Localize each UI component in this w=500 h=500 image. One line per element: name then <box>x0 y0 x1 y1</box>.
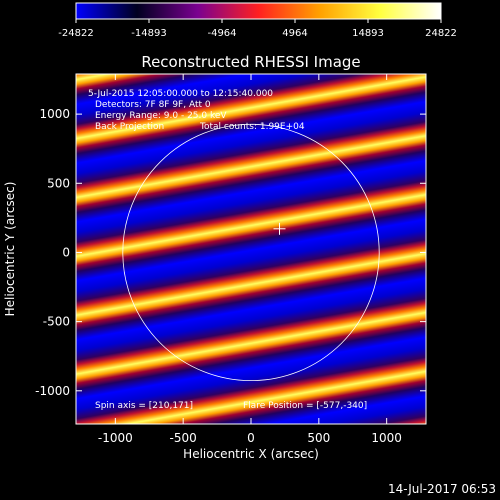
y-axis-label: Heliocentric Y (arcsec) <box>3 182 17 317</box>
colorbar-tick-label: 24822 <box>425 28 457 39</box>
x-tick-label: 0 <box>247 431 255 445</box>
colorbar-tick-label: -24822 <box>58 28 93 39</box>
plot-title: Reconstructed RHESSI Image <box>141 53 360 71</box>
x-tick-label: 1000 <box>371 431 402 445</box>
x-axis-ticks: -1000 -500 0 500 1000 <box>98 74 402 445</box>
flare-position-label: Flare Position = [-577,-340] <box>243 401 367 411</box>
detectors-label: Detectors: 7F 8F 9F, Att 0 <box>95 100 211 110</box>
colorbar-tick-label: -4964 <box>207 28 236 39</box>
colorbar: -24822 -14893 -4964 4964 14893 24822 <box>58 2 457 39</box>
y-axis-ticks: -1000 -500 0 500 1000 <box>35 107 426 398</box>
x-axis-label: Heliocentric X (arcsec) <box>183 447 319 461</box>
y-tick-label: 0 <box>62 245 70 259</box>
x-tick-label: -1000 <box>98 431 133 445</box>
solar-limb-circle <box>122 123 380 382</box>
spin-axis-marker <box>273 222 286 235</box>
x-tick-label: -500 <box>170 431 197 445</box>
y-tick-label: -500 <box>43 315 70 329</box>
x-tick-label: 500 <box>307 431 330 445</box>
colorbar-tick-label: -14893 <box>131 28 166 39</box>
y-tick-label: -1000 <box>35 384 70 398</box>
method-label: Back Projection <box>95 122 164 132</box>
spin-axis-label: Spin axis = [210,171] <box>95 401 193 411</box>
y-tick-label: 1000 <box>39 107 70 121</box>
colorbar-tick-label: 4964 <box>282 28 307 39</box>
colorbar-tick-label: 14893 <box>352 28 384 39</box>
colorbar-strip <box>75 2 442 20</box>
footer-timestamp: 14-Jul-2017 06:53 <box>387 482 496 496</box>
backprojection-stripes <box>76 74 426 424</box>
energy-range-label: Energy Range: 9.0 - 25.0 keV <box>95 111 227 121</box>
total-counts-label: Total counts: 1.99E+04 <box>199 122 305 132</box>
y-tick-label: 500 <box>47 176 70 190</box>
time-range-label: 5-Jul-2015 12:05:00.000 to 12:15:40.000 <box>88 89 273 99</box>
image-area: 5-Jul-2015 12:05:00.000 to 12:15:40.000 … <box>35 73 427 445</box>
